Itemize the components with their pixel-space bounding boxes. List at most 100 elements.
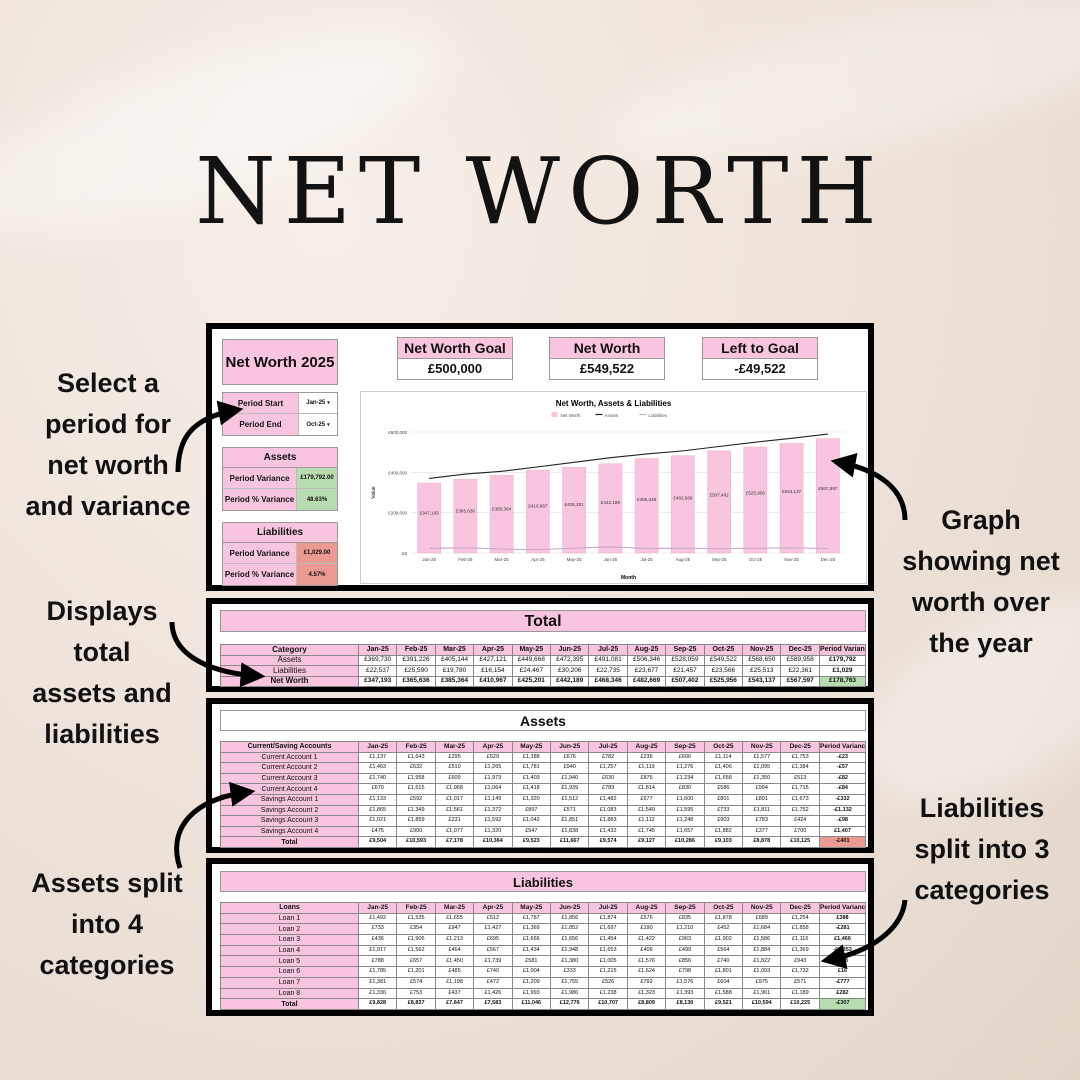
row-label-cell[interactable]: Loan 8 [220,987,359,1000]
table-cell[interactable]: £606 [665,751,705,764]
table-cell[interactable]: £571 [780,976,820,989]
table-cell[interactable]: £1,234 [665,772,705,785]
table-cell[interactable]: £23,677 [626,665,667,677]
table-cell[interactable]: £1,320 [511,793,552,806]
period-variance-cell[interactable]: £388 [819,912,866,925]
table-cell[interactable]: £354 [396,923,436,936]
table-cell[interactable]: £1,961 [742,987,782,1000]
table-cell[interactable]: £452 [703,923,744,936]
table-cell[interactable]: £231 [434,815,475,827]
table-cell[interactable]: £1,133 [357,793,398,806]
table-cell[interactable]: £1,349 [396,804,436,817]
table-cell[interactable]: £16,154 [473,665,513,677]
row-label-cell[interactable]: Loan 1 [220,912,359,925]
table-cell[interactable]: £1,238 [588,987,628,1000]
table-cell[interactable]: £8,837 [396,998,436,1010]
table-cell[interactable]: £1,276 [665,762,705,774]
table-cell[interactable]: £740 [473,966,513,978]
table-cell[interactable]: £475 [357,825,398,838]
table-cell[interactable]: £1,874 [588,912,628,925]
table-cell[interactable]: £1,450 [434,955,475,968]
period-variance-cell[interactable]: -£1,353 [819,944,866,957]
table-cell[interactable]: £1,753 [780,751,820,764]
table-cell[interactable]: £1,004 [511,966,552,978]
table-cell[interactable]: £1,350 [742,772,782,785]
period-end-select[interactable]: Oct-25 ▾ [299,414,337,435]
table-cell[interactable]: £1,785 [357,966,398,978]
table-cell[interactable]: £190 [626,923,667,936]
table-cell[interactable]: £1,658 [703,772,744,785]
table-cell[interactable]: £9,523 [511,836,552,848]
table-cell[interactable]: £1,752 [780,804,820,817]
period-variance-cell[interactable]: -£1,132 [819,804,866,817]
table-cell[interactable]: £1,906 [396,934,436,946]
table-cell[interactable]: £1,940 [550,772,590,785]
table-cell[interactable]: £1,320 [473,825,513,838]
table-cell[interactable]: £571 [550,804,590,817]
table-cell[interactable]: £1,116 [780,934,820,946]
table-cell[interactable]: £1,257 [588,762,628,774]
period-variance-cell[interactable]: -£401 [819,836,866,848]
table-cell[interactable]: £1,549 [626,804,667,817]
table-cell[interactable]: £1,673 [780,793,820,806]
period-start-select[interactable]: Jan-25 ▾ [299,393,337,413]
table-cell[interactable]: £1,426 [473,987,513,1000]
table-cell[interactable]: £472 [473,976,513,989]
table-cell[interactable]: £1,666 [511,934,552,946]
table-cell[interactable]: £25,590 [396,665,436,677]
table-cell[interactable]: £1,884 [742,944,782,957]
table-cell[interactable]: £9,127 [626,836,667,848]
table-cell[interactable]: £1,422 [626,934,667,946]
table-cell[interactable]: £1,189 [780,987,820,1000]
row-label-cell[interactable]: Savings Account 1 [220,793,359,806]
table-cell[interactable]: £10,125 [780,836,820,848]
table-cell[interactable]: £236 [626,751,667,764]
table-cell[interactable]: £835 [665,912,705,925]
table-cell[interactable]: £1,369 [511,923,552,936]
table-cell[interactable]: £1,656 [550,934,590,946]
table-cell[interactable]: £1,336 [357,987,398,1000]
table-cell[interactable]: £1,119 [626,762,667,774]
table-cell[interactable]: £1,577 [742,751,782,764]
period-variance-cell[interactable]: £16 [819,966,866,978]
table-cell[interactable]: £947 [434,923,475,936]
table-cell[interactable]: £9,828 [357,998,398,1010]
table-cell[interactable]: £1,201 [396,966,436,978]
table-cell[interactable]: £1,265 [473,762,513,774]
row-label-cell[interactable]: Loan 3 [220,934,359,946]
table-cell[interactable]: £783 [742,815,782,827]
table-cell[interactable]: £1,787 [511,912,552,925]
period-variance-cell[interactable]: £1,029 [819,665,866,677]
table-cell[interactable]: £900 [396,825,436,838]
table-cell[interactable]: £1,432 [588,825,628,838]
table-cell[interactable]: £994 [742,783,782,795]
table-cell[interactable]: £21,457 [665,665,705,677]
table-cell[interactable]: £437 [434,987,475,1000]
table-cell[interactable]: £8,809 [626,998,667,1010]
table-cell[interactable]: £549,522 [703,654,744,666]
table-cell[interactable]: £740 [703,955,744,968]
row-label-cell[interactable]: Loan 2 [220,923,359,936]
table-cell[interactable]: £1,852 [550,923,590,936]
period-variance-cell[interactable]: £282 [819,987,866,1000]
table-cell[interactable]: £632 [396,762,436,774]
row-label-cell[interactable]: Current Account 1 [220,751,359,764]
table-cell[interactable]: £581 [511,955,552,968]
table-cell[interactable]: £801 [703,793,744,806]
table-cell[interactable]: £22,361 [780,665,820,677]
table-cell[interactable]: £1,380 [550,955,590,968]
table-cell[interactable]: £1,576 [626,955,667,968]
row-label-cell[interactable]: Net Worth [220,675,359,687]
table-cell[interactable]: £1,684 [742,923,782,936]
table-cell[interactable]: £12,776 [550,998,590,1010]
table-cell[interactable]: £856 [665,955,705,968]
table-cell[interactable]: £657 [396,955,436,968]
table-cell[interactable]: £464 [434,944,475,957]
table-cell[interactable]: £9,504 [357,836,398,848]
table-cell[interactable]: £507,402 [665,675,705,687]
row-label-cell[interactable]: Assets [220,654,359,666]
table-cell[interactable]: £576 [626,912,667,925]
table-cell[interactable]: £564 [703,944,744,957]
table-cell[interactable]: £630 [588,772,628,785]
table-cell[interactable]: £365,636 [396,675,436,687]
